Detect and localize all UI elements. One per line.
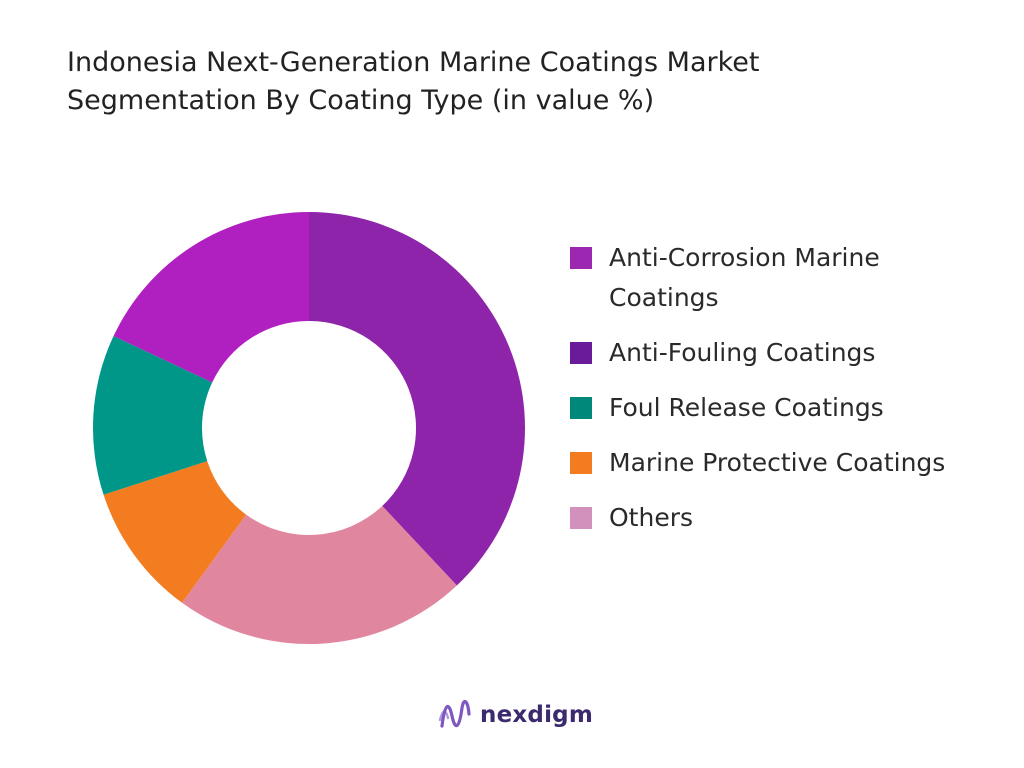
legend-label: Marine Protective Coatings bbox=[609, 448, 946, 477]
brand-logo: nexdigm bbox=[438, 695, 593, 735]
donut-slice-others bbox=[182, 505, 457, 645]
legend-item: Others bbox=[570, 498, 990, 538]
donut-slice-foul-release-coatings bbox=[93, 336, 213, 495]
legend-swatch bbox=[570, 247, 592, 269]
legend-label: Others bbox=[609, 503, 694, 532]
chart-title-line1: Indonesia Next-Generation Marine Coating… bbox=[67, 47, 760, 78]
donut-slice-anti-fouling-coatings bbox=[113, 212, 309, 383]
legend-item: Foul Release Coatings bbox=[570, 388, 990, 428]
legend-label: Anti-Fouling Coatings bbox=[609, 338, 876, 367]
legend-item: Anti-Corrosion Marine Coatings bbox=[570, 238, 990, 318]
legend-swatch bbox=[570, 452, 592, 474]
donut-slice-anti-corrosion-marine-coatings bbox=[309, 212, 525, 586]
legend-label: Foul Release Coatings bbox=[609, 393, 884, 422]
legend-swatch bbox=[570, 342, 592, 364]
legend-item: Marine Protective Coatings bbox=[570, 443, 990, 483]
chart-legend: Anti-Corrosion Marine Coatings Anti-Fouli… bbox=[570, 238, 990, 538]
legend-item: Anti-Fouling Coatings bbox=[570, 333, 990, 373]
legend-swatch bbox=[570, 507, 592, 529]
nexdigm-logo-icon bbox=[438, 699, 471, 728]
chart-title: Indonesia Next-Generation Marine Coating… bbox=[67, 44, 967, 120]
chart-subtitle: Segmentation By Coating Type (in value %… bbox=[67, 85, 655, 116]
legend-label: Anti-Corrosion Marine Coatings bbox=[609, 243, 880, 312]
legend-swatch bbox=[570, 397, 592, 419]
brand-name: nexdigm bbox=[480, 702, 593, 728]
donut-slice-marine-protective-coatings bbox=[103, 461, 247, 603]
